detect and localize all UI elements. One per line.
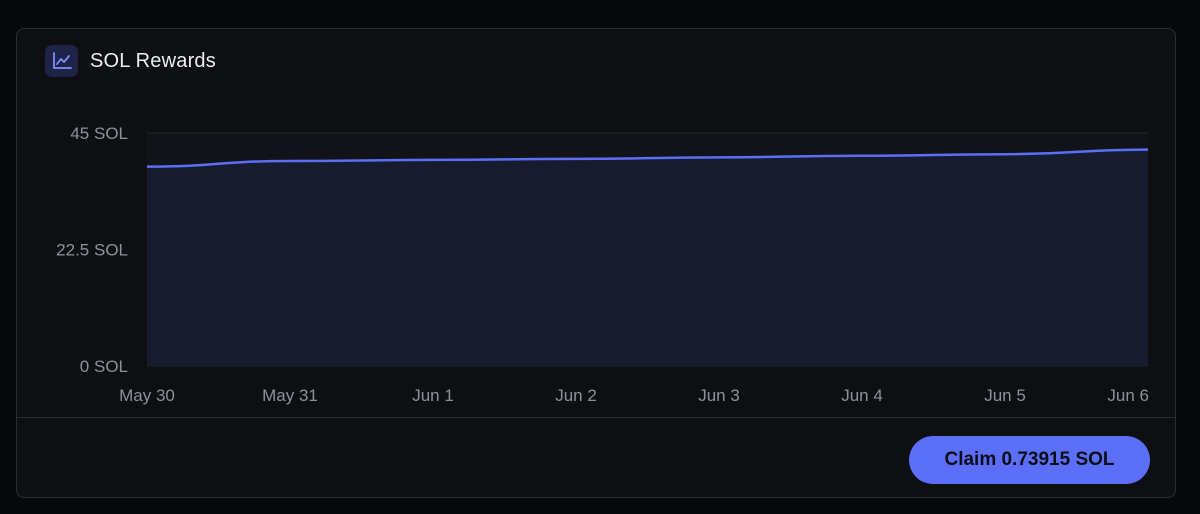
x-tick-label: Jun 3: [698, 386, 740, 405]
card-title: SOL Rewards: [90, 49, 216, 72]
y-tick-label: 45 SOL: [70, 124, 128, 143]
y-tick-label: 0 SOL: [80, 357, 128, 376]
series-area: [147, 149, 1148, 366]
y-tick-label: 22.5 SOL: [56, 241, 128, 260]
x-tick-label: May 31: [262, 386, 318, 405]
x-tick-label: May 30: [119, 386, 175, 405]
sol-rewards-card: SOL Rewards 0 SOL 22.5 SOL 45 SOL May 30 May…: [16, 28, 1176, 498]
footer-divider: [17, 417, 1175, 418]
x-tick-label: Jun 6: [1107, 386, 1149, 405]
x-tick-label: Jun 2: [555, 386, 597, 405]
x-tick-label: Jun 4: [841, 386, 883, 405]
x-tick-label: Jun 5: [984, 386, 1026, 405]
card-header: SOL Rewards: [45, 45, 216, 77]
line-chart-icon: [45, 45, 78, 77]
x-tick-label: Jun 1: [412, 386, 454, 405]
claim-button[interactable]: Claim 0.73915 SOL: [909, 436, 1150, 484]
rewards-chart: 0 SOL 22.5 SOL 45 SOL May 30 May 31 Jun 1 Jun …: [56, 124, 1149, 405]
series-line: [146, 148, 1149, 168]
